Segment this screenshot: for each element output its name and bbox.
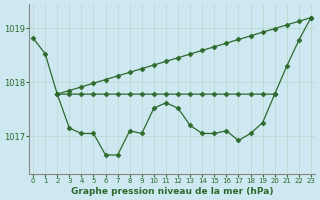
X-axis label: Graphe pression niveau de la mer (hPa): Graphe pression niveau de la mer (hPa) <box>71 187 273 196</box>
